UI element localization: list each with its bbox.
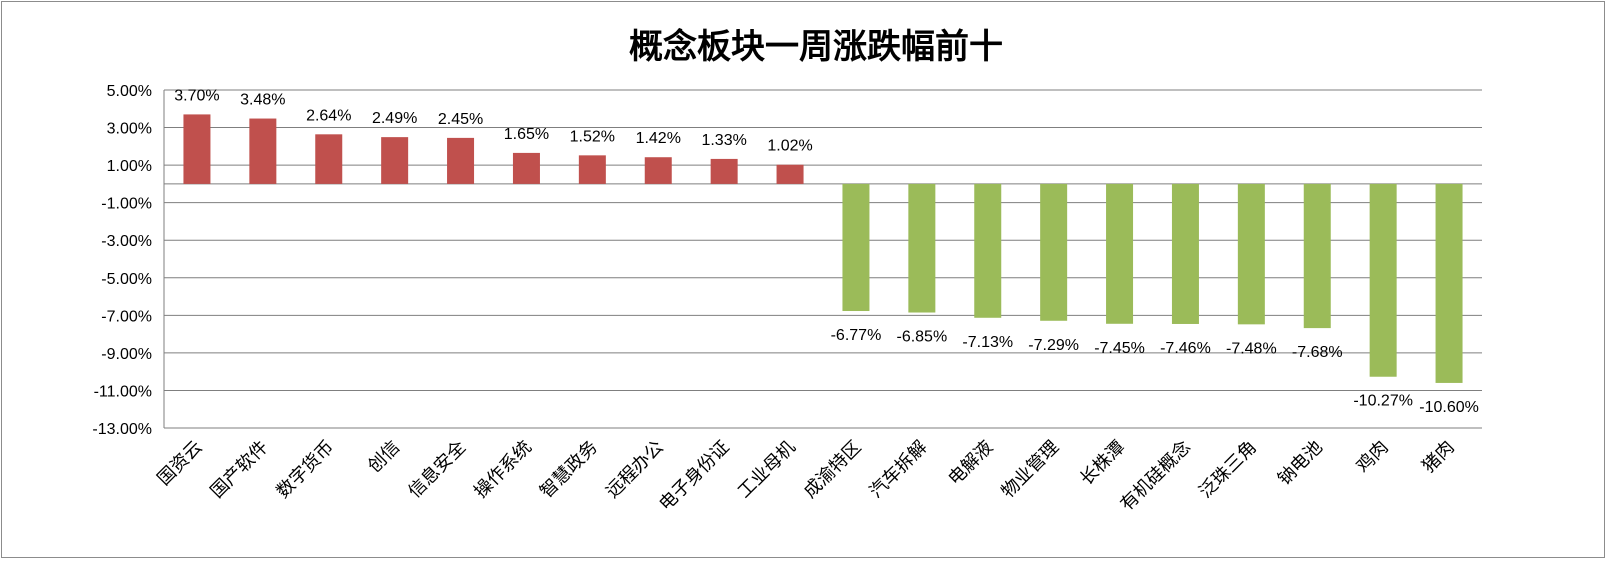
data-label: 1.52%	[570, 128, 615, 145]
data-label: -6.77%	[831, 327, 882, 344]
y-tick-label: -11.00%	[94, 383, 152, 400]
bar	[512, 152, 540, 184]
x-tick-label: 汽车拆解	[866, 437, 932, 503]
x-tick-label: 国产软件	[207, 437, 273, 503]
y-tick-label: -7.00%	[101, 308, 152, 325]
bars	[183, 114, 1463, 383]
x-tick-label: 电解液	[944, 437, 997, 490]
data-label: 1.02%	[767, 138, 812, 155]
data-label: -10.27%	[1353, 393, 1413, 410]
bar	[1369, 183, 1397, 377]
x-tick-label: 物业管理	[997, 437, 1063, 503]
bar	[381, 137, 409, 184]
data-label: 2.64%	[306, 107, 351, 124]
y-tick-label: 3.00%	[107, 121, 152, 138]
data-label: -7.46%	[1160, 340, 1211, 357]
data-label: -10.60%	[1419, 399, 1479, 416]
data-label: 2.49%	[372, 110, 417, 127]
x-tick-label: 长株潭	[1076, 437, 1129, 490]
bar	[1040, 183, 1068, 321]
y-axis-tick-labels: 5.00% 3.00% 1.00% -1.00% -3.00% -5.00% -7.00% -…	[92, 83, 152, 438]
data-label: 1.42%	[636, 130, 681, 147]
x-tick-label: 鸡肉	[1352, 437, 1392, 477]
bar	[315, 134, 343, 184]
data-label: -7.45%	[1094, 340, 1145, 357]
data-label: 3.48%	[240, 92, 285, 109]
y-tick-label: -13.00%	[92, 421, 152, 438]
bar	[710, 158, 738, 184]
y-tick-label: -1.00%	[101, 196, 152, 213]
x-tick-label: 泛珠三角	[1195, 437, 1261, 503]
grid-lines	[163, 89, 1482, 429]
bar	[447, 137, 475, 184]
data-label: -7.48%	[1226, 340, 1277, 357]
data-label: 2.45%	[438, 111, 483, 128]
x-tick-label: 信息安全	[404, 437, 470, 503]
data-label: -7.68%	[1292, 344, 1343, 361]
x-tick-label: 数字货币	[273, 437, 339, 503]
x-tick-label: 创信	[364, 437, 404, 477]
bar	[249, 118, 277, 184]
bar	[578, 155, 606, 184]
data-label: 1.65%	[504, 126, 549, 143]
bar	[908, 183, 936, 313]
y-tick-label: -9.00%	[101, 346, 152, 363]
data-label: 3.70%	[174, 87, 219, 104]
x-tick-label: 远程办公	[602, 437, 668, 503]
x-tick-label: 智慧政务	[536, 437, 602, 503]
bar	[1106, 183, 1134, 324]
x-tick-label: 猪肉	[1418, 437, 1458, 477]
y-tick-label: 1.00%	[107, 158, 152, 175]
x-tick-label: 成渝特区	[800, 437, 866, 503]
x-tick-label: 工业母机	[734, 437, 800, 503]
x-tick-label: 操作系统	[470, 437, 536, 503]
bar	[1237, 183, 1265, 325]
y-tick-label: -5.00%	[101, 271, 152, 288]
data-label: -7.13%	[962, 334, 1013, 351]
y-tick-label: 5.00%	[107, 83, 152, 100]
x-tick-label: 有机硅概念	[1116, 436, 1195, 515]
bar	[776, 164, 804, 184]
x-tick-label: 国资云	[153, 437, 206, 490]
bar	[1435, 183, 1463, 383]
bar	[1303, 183, 1331, 329]
y-tick-label: -3.00%	[101, 233, 152, 250]
x-tick-label: 电子身份证	[655, 437, 733, 515]
bar	[842, 183, 870, 312]
data-labels: 3.70% 3.48% 2.64% 2.49% 2.45% 1.65% 1.52% 1.42%…	[174, 87, 1479, 416]
data-label: 1.33%	[701, 132, 746, 149]
data-label: -7.29%	[1028, 337, 1079, 354]
bar	[1171, 183, 1199, 324]
chart-title: 概念板块一周涨跌幅前十	[629, 27, 1003, 67]
bar	[974, 183, 1002, 318]
data-label: -6.85%	[896, 329, 947, 346]
x-tick-label: 钠电池	[1274, 437, 1327, 490]
bar	[644, 157, 672, 184]
bar	[183, 114, 211, 184]
